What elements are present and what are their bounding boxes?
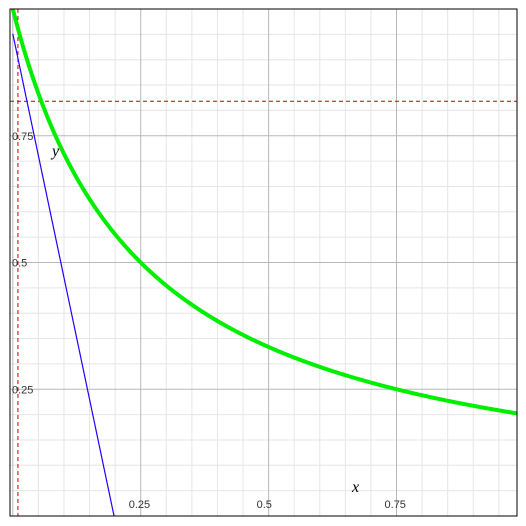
reference-lines — [10, 9, 517, 516]
x-axis-label: x — [351, 479, 359, 496]
y-tick-label: 0.25 — [12, 384, 33, 396]
y-tick-label: 0.5 — [12, 258, 27, 270]
plot-frame — [9, 8, 518, 517]
y-axis-label: y — [50, 143, 60, 160]
tangent-line-series — [12, 33, 115, 516]
series-layer — [10, 9, 517, 516]
y-tick-label: 0.75 — [12, 131, 33, 143]
x-tick-label: 0.75 — [385, 499, 406, 511]
x-tick-label: 0.25 — [129, 499, 150, 511]
x-tick-label: 0.5 — [257, 499, 272, 511]
tick-labels: 0.25 0.5 0.75 0.25 0.5 0.75 — [12, 131, 406, 511]
curve-series — [10, 9, 517, 416]
